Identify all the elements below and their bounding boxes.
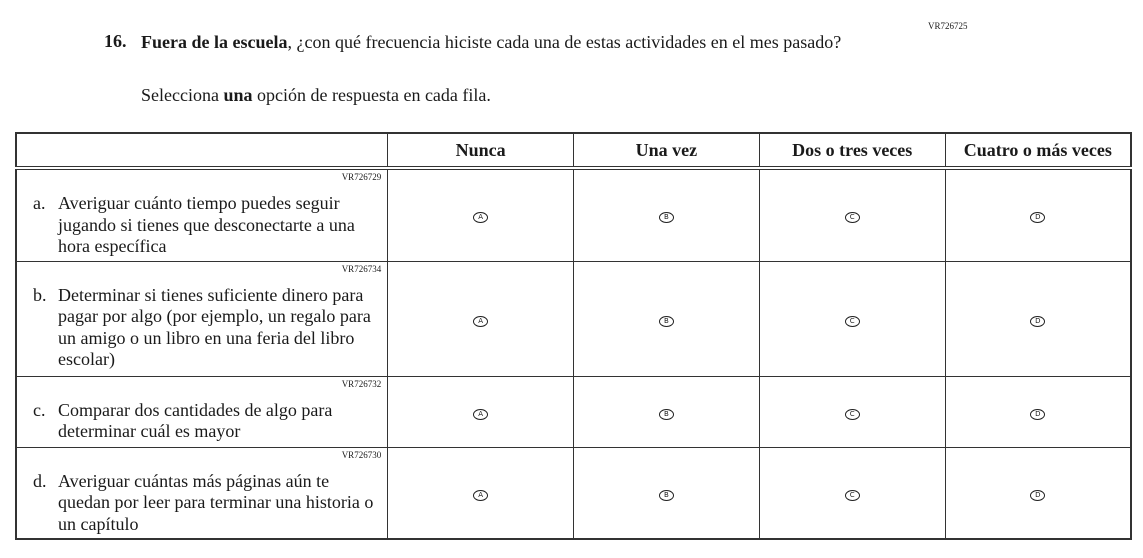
instruction-post: opción de respuesta en cada fila.	[252, 85, 491, 105]
radio-bubble-d[interactable]: D	[1030, 212, 1046, 224]
radio-bubble-b[interactable]: B	[658, 489, 674, 501]
header-blank	[15, 132, 389, 170]
radio-bubble-a[interactable]: A	[473, 408, 489, 420]
option-cell: B	[573, 446, 760, 540]
option-cell: A	[387, 167, 575, 262]
option-cell: C	[758, 260, 946, 377]
radio-bubble-c[interactable]: C	[844, 212, 860, 224]
item-id: VR726732	[341, 378, 382, 389]
header-cuatro-mas: Cuatro o más veces	[944, 132, 1132, 170]
question-id: VR726725	[928, 21, 968, 31]
radio-bubble-b[interactable]: B	[658, 212, 674, 224]
option-cell: A	[387, 260, 575, 377]
instruction: Selecciona una opción de respuesta en ca…	[141, 85, 491, 106]
radio-bubble-a[interactable]: A	[473, 212, 489, 224]
table-row: VR726734 b. Determinar si tienes suficien…	[15, 260, 1132, 377]
radio-bubble-a[interactable]: A	[473, 489, 489, 501]
radio-bubble-b[interactable]: B	[658, 315, 674, 327]
item-text: Comparar dos cantidades de algo para det…	[58, 399, 333, 442]
question-text-rest: , ¿con qué frecuencia hiciste cada una d…	[287, 32, 842, 52]
instruction-pre: Selecciona	[141, 85, 224, 105]
item-text: Averiguar cuántas más páginas aún te que…	[58, 470, 374, 534]
item-label-cell: VR726732 c. Comparar dos cantidades de al…	[15, 375, 389, 448]
response-grid: Nunca Una vez Dos o tres veces Cuatro o …	[15, 132, 1132, 540]
table-row: VR726729 a. Averiguar cuánto tiempo puede…	[15, 167, 1132, 262]
instruction-bold: una	[223, 85, 253, 105]
question-number: 16.	[104, 31, 127, 51]
item-id: VR726729	[341, 172, 382, 182]
option-cell: B	[573, 260, 760, 377]
table-row: VR726730 d. Averiguar cuántas más páginas…	[15, 446, 1132, 540]
radio-bubble-d[interactable]: D	[1030, 489, 1046, 501]
item-letter: a.	[33, 193, 46, 213]
option-cell: B	[573, 375, 760, 448]
header-row: Nunca Una vez Dos o tres veces Cuatro o …	[15, 132, 1132, 170]
item-label-cell: VR726734 b. Determinar si tienes suficien…	[15, 260, 389, 377]
header-una-vez: Una vez	[573, 132, 760, 170]
radio-bubble-b[interactable]: B	[658, 408, 674, 420]
question-text-bold: Fuera de la escuela	[141, 32, 288, 52]
header-dos-tres: Dos o tres veces	[758, 132, 946, 170]
item-id: VR726734	[341, 263, 382, 274]
table-row: VR726732 c. Comparar dos cantidades de al…	[15, 375, 1132, 448]
question-text: Fuera de la escuela, ¿con qué frecuencia…	[141, 31, 901, 53]
option-cell: D	[944, 167, 1132, 262]
radio-bubble-c[interactable]: C	[844, 489, 860, 501]
item-text: Determinar si tienes suficiente dinero p…	[58, 284, 371, 370]
radio-bubble-d[interactable]: D	[1030, 315, 1046, 327]
option-cell: B	[573, 167, 760, 262]
option-cell: D	[944, 446, 1132, 540]
option-cell: A	[387, 446, 575, 540]
item-text: Averiguar cuánto tiempo puedes seguir ju…	[58, 193, 355, 256]
option-cell: A	[387, 375, 575, 448]
option-cell: D	[944, 260, 1132, 377]
item-letter: c.	[33, 399, 46, 420]
item-id: VR726730	[341, 449, 382, 460]
item-letter: d.	[33, 470, 47, 491]
radio-bubble-a[interactable]: A	[473, 315, 489, 327]
radio-bubble-c[interactable]: C	[844, 315, 860, 327]
radio-bubble-c[interactable]: C	[844, 408, 860, 420]
header-nunca: Nunca	[387, 132, 575, 170]
item-label-cell: VR726729 a. Averiguar cuánto tiempo puede…	[15, 167, 389, 262]
item-label-cell: VR726730 d. Averiguar cuántas más páginas…	[15, 446, 389, 540]
radio-bubble-d[interactable]: D	[1030, 408, 1046, 420]
option-cell: D	[944, 375, 1132, 448]
option-cell: C	[758, 167, 946, 262]
option-cell: C	[758, 375, 946, 448]
option-cell: C	[758, 446, 946, 540]
item-letter: b.	[33, 284, 47, 305]
